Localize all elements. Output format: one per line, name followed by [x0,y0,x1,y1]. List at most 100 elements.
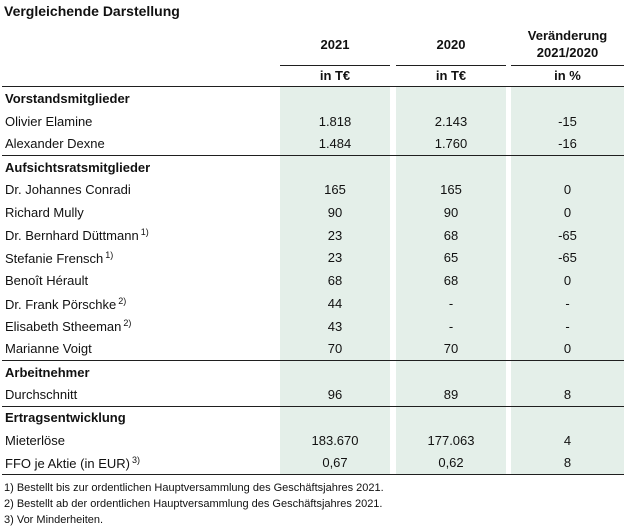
value-change: -16 [511,132,624,156]
footnote-marker: 1) [140,227,149,238]
value-change: 8 [511,451,624,476]
value-change: 4 [563,432,572,448]
table-row: Elisabeth Stheeman 2) 43 - - [2,315,624,338]
value-change: - [565,318,570,334]
value-2021: 96 [280,383,390,407]
row-label-text: Elisabeth Stheeman [5,319,122,335]
row-label-text: Vorstandsmitglieder [5,90,130,106]
value-2021 [280,361,390,384]
footnote-2: 2) Bestellt ab der ordentlichen Hauptver… [4,498,383,510]
value-2021: 23 [327,227,343,243]
row-label: Elisabeth Stheeman 2) [2,315,280,338]
value-2020 [396,155,506,178]
column-gap [390,337,396,362]
column-gap [506,132,511,156]
comparison-table: Vorstandsmitglieder Olivier Elamine 1.818 2… [2,87,624,476]
value-2021: 183.670 [311,432,359,448]
footnote-marker: 3) [131,454,140,465]
table-row: Mieterlöse 183.670 177.063 4 [2,429,624,452]
row-label: Marianne Voigt [2,337,280,362]
row-label-text: Alexander Dexne [5,136,105,152]
footnote-marker: 2) [123,318,132,329]
footnotes: 1) Bestellt bis zur ordentlichen Hauptve… [4,480,384,528]
unit-2020: in T€ [435,68,467,83]
value-2021: 1.484 [280,132,390,156]
value-2020: 70 [396,337,506,362]
value-2020: 0,62 [396,451,506,476]
row-label: FFO je Aktie (in EUR) 3) [2,451,280,476]
header-divider [280,65,390,66]
table-top-rule [2,86,624,87]
row-label-text: Benoît Hérault [5,273,89,289]
header-divider [396,65,506,66]
row-label-text: Durchschnitt [5,387,78,402]
table-row: Olivier Elamine 1.818 2.143 -15 [2,110,624,133]
value-2021: 68 [327,273,343,289]
value-change [511,361,624,384]
table-row: Alexander Dexne 1.484 1.760 -16 [2,132,624,156]
column-header-2021: 2021 [320,37,350,52]
table-row: Richard Mully 90 90 0 [2,201,624,224]
row-label: Durchschnitt [2,383,280,407]
value-change: -65 [558,227,577,243]
row-label: Richard Mully [2,201,280,224]
row-label-text: Arbeitnehmer [5,364,90,380]
value-2020: - [448,296,454,312]
value-2021: 90 [327,204,343,220]
section-label: Ertragsentwicklung [2,406,280,429]
value-2020: 90 [443,204,459,220]
value-change [511,406,624,429]
row-label-text: FFO je Aktie (in EUR) [5,455,130,471]
column-gap [506,337,511,362]
unit-2021: in T€ [319,68,351,83]
table-row: Durchschnitt 96 89 8 [2,383,624,407]
column-gap [390,451,396,476]
table-row: Dr. Johannes Conradi 165 165 0 [2,178,624,201]
value-2021 [280,406,390,429]
row-label: Stefanie Frensch 1) [2,247,280,270]
unit-change: in % [554,68,581,83]
header-divider [511,65,624,66]
row-label-text: Mieterlöse [5,432,65,448]
value-2020 [396,406,506,429]
value-2021: 43 [327,318,343,334]
row-label: Mieterlöse [2,429,280,452]
value-2020: 1.760 [396,132,506,156]
value-2021 [280,87,390,110]
table-title: Vergleichende Darstellung [4,3,180,19]
value-2020: 68 [443,227,459,243]
row-label: Dr. Bernhard Düttmann 1) [2,224,280,247]
value-2021: 165 [324,182,346,198]
row-label: Alexander Dexne [2,132,280,156]
value-change: 0 [563,273,572,289]
table-row: Dr. Frank Pörschke 2) 44 - - [2,292,624,315]
section-row: Aufsichtsratsmitglieder [2,155,624,178]
value-2021: 1.818 [318,113,352,129]
row-label-text: Richard Mully [5,204,84,220]
column-gap [506,383,511,407]
footnote-3: 3) Vor Minderheiten. [4,514,104,526]
footnote-1: 1) Bestellt bis zur ordentlichen Hauptve… [4,482,384,494]
value-2021: 70 [280,337,390,362]
row-label: Dr. Frank Pörschke 2) [2,292,280,315]
column-header-change: Veränderung 2021/2020 [511,27,624,61]
table-row: Dr. Bernhard Düttmann 1) 23 68 -65 [2,224,624,247]
value-2020: 65 [443,250,459,266]
value-2020 [396,87,506,110]
column-header-change-line2: 2021/2020 [536,45,599,60]
table-row: Marianne Voigt 70 70 0 [2,337,624,362]
section-row: Vorstandsmitglieder [2,87,624,110]
value-change [511,87,624,110]
section-row: Arbeitnehmer [2,361,624,384]
value-2020: - [448,318,454,334]
footnote-marker: 1) [105,249,114,260]
value-2020: 165 [440,182,462,198]
row-label: Dr. Johannes Conradi [2,178,280,201]
value-change [511,155,624,178]
value-2021: 0,67 [280,451,390,476]
section-label: Aufsichtsratsmitglieder [2,155,280,178]
row-label-text: Marianne Voigt [5,341,92,357]
value-2020: 177.063 [427,432,475,448]
row-label-text: Olivier Elamine [5,113,93,129]
row-label-text: Dr. Bernhard Düttmann [5,228,139,244]
